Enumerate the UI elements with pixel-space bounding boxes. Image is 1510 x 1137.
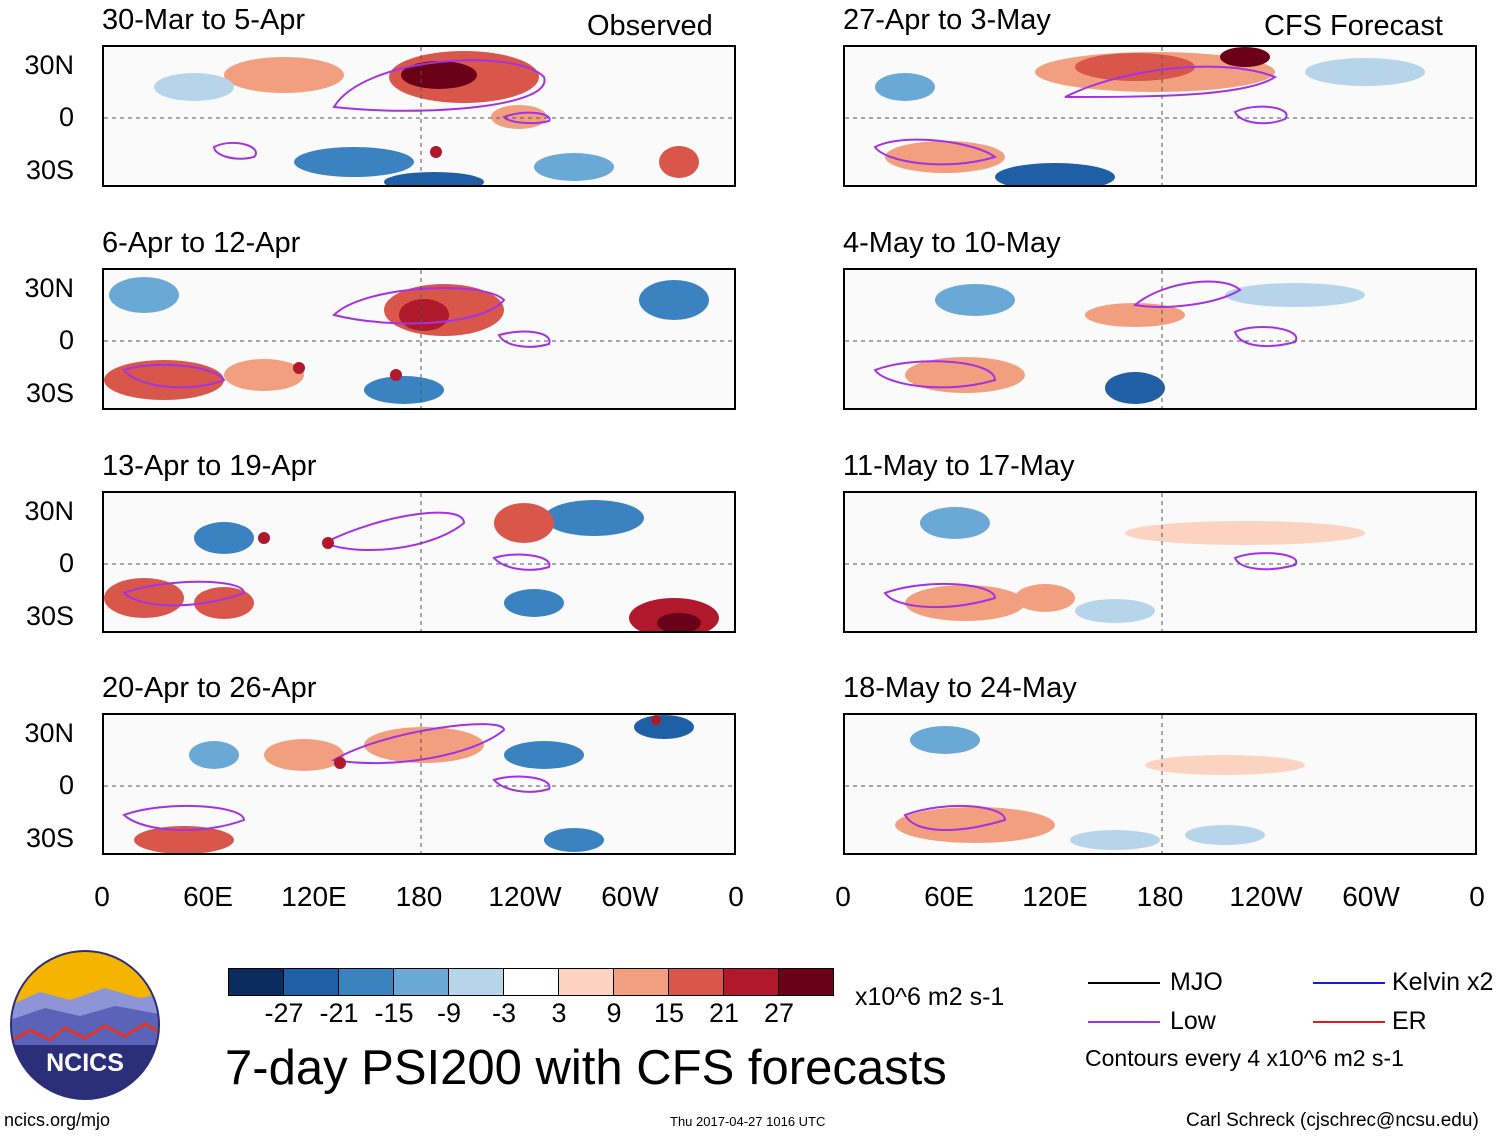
forecast-label: CFS Forecast: [1264, 10, 1443, 42]
map-panel-fc-1: [843, 45, 1477, 187]
anomaly-field: [845, 715, 1475, 853]
ylab-0-2: 0: [58, 325, 74, 355]
footer-credit: Carl Schreck (cjschrec@ncsu.edu): [1186, 1110, 1479, 1131]
map-panel-obs-1: [102, 45, 736, 187]
legend-line-low: [1088, 1021, 1160, 1023]
ylab-0-1: 0: [58, 102, 74, 132]
cb-tick-7: 15: [653, 998, 685, 1028]
anomaly-field: [845, 47, 1475, 185]
colorbar: [228, 968, 834, 996]
xlab-obs-60w: 60W: [601, 881, 659, 912]
main-title: 7-day PSI200 with CFS forecasts: [225, 1041, 947, 1095]
colorbar-swatch: [778, 969, 833, 995]
map-panel-obs-3: [102, 491, 736, 633]
xlab-fc-180: 180: [1136, 881, 1184, 912]
legend-line-kelvin: [1313, 982, 1385, 984]
map-panel-fc-3: [843, 491, 1477, 633]
panel-title-fc-1: 27-Apr to 3-May: [843, 4, 1051, 36]
ylab-30n-1: 30N: [24, 50, 74, 80]
anomaly-field: [104, 47, 734, 185]
cb-tick-9: 27: [763, 998, 795, 1028]
observed-label: Observed: [587, 10, 713, 42]
panel-title-fc-2: 4-May to 10-May: [843, 227, 1061, 259]
xlab-obs-0: 0: [94, 881, 110, 912]
xlab-fc-60e: 60E: [924, 881, 974, 912]
svg-text:NCICS: NCICS: [46, 1049, 124, 1077]
legend-line-er: [1313, 1021, 1385, 1023]
panel-title-obs-2: 6-Apr to 12-Apr: [102, 227, 301, 259]
ylab-30n-2: 30N: [24, 273, 74, 303]
anomaly-field: [845, 270, 1475, 408]
ylab-30s-1: 30S: [25, 155, 74, 185]
colorbar-swatch: [558, 969, 613, 995]
colorbar-swatch: [503, 969, 558, 995]
cb-tick-5: 3: [551, 998, 567, 1028]
legend-label-er: ER: [1392, 1007, 1427, 1035]
ylab-0-3: 0: [58, 548, 74, 578]
panel-title-obs-1: 30-Mar to 5-Apr: [102, 4, 306, 36]
xlab-fc-0: 0: [835, 881, 851, 912]
cb-tick-1: -21: [319, 998, 359, 1028]
panel-title-fc-4: 18-May to 24-May: [843, 672, 1077, 704]
legend-note: Contours every 4 x10^6 m2 s-1: [1085, 1045, 1404, 1071]
storm-icon: [334, 757, 346, 769]
colorbar-swatch: [393, 969, 448, 995]
xlab-fc-120e: 120E: [1022, 881, 1088, 912]
cb-tick-6: 9: [606, 998, 622, 1028]
storm-icon: [322, 537, 334, 549]
legend-label-low: Low: [1170, 1007, 1216, 1035]
xlab-obs-60e: 60E: [183, 881, 233, 912]
colorbar-units: x10^6 m2 s-1: [855, 983, 1005, 1011]
colorbar-swatch: [668, 969, 723, 995]
anomaly-field: [845, 493, 1475, 631]
colorbar-swatch: [338, 969, 393, 995]
colorbar-swatch: [448, 969, 503, 995]
panel-title-obs-4: 20-Apr to 26-Apr: [102, 672, 317, 704]
storm-icon: [258, 532, 270, 544]
xlab-obs-120e: 120E: [281, 881, 347, 912]
storm-icon: [651, 715, 661, 725]
colorbar-swatch: [613, 969, 668, 995]
ylab-30n-4: 30N: [24, 718, 74, 748]
footer-timestamp: Thu 2017-04-27 1016 UTC: [670, 1114, 826, 1129]
cb-tick-4: -3: [491, 998, 516, 1028]
ylab-30s-4: 30S: [25, 823, 74, 853]
map-panel-fc-4: [843, 713, 1477, 855]
ylab-30s-2: 30S: [25, 378, 74, 408]
legend-label-kelvin: Kelvin x2: [1392, 968, 1494, 996]
xlab-fc-60w: 60W: [1342, 881, 1400, 912]
legend-line-mjo: [1088, 982, 1160, 984]
ylab-0-4: 0: [58, 770, 74, 800]
storm-icon: [390, 369, 402, 381]
ylab-30s-3: 30S: [25, 601, 74, 631]
storm-icon: [430, 146, 442, 158]
xlab-obs-0-end: 0: [728, 881, 744, 912]
footer-url[interactable]: ncics.org/mjo: [4, 1110, 111, 1130]
anomaly-field: [104, 493, 734, 631]
colorbar-swatch: [723, 969, 778, 995]
colorbar-swatch: [283, 969, 338, 995]
ncics-logo: NCICS: [10, 950, 160, 1100]
panel-title-obs-3: 13-Apr to 19-Apr: [102, 450, 317, 482]
xlab-obs-180: 180: [395, 881, 443, 912]
xlab-fc-120w: 120W: [1229, 881, 1303, 912]
ylab-30n-3: 30N: [24, 496, 74, 526]
cb-tick-0: -27: [264, 998, 304, 1028]
anomaly-field: [104, 715, 734, 853]
xlab-fc-0-end: 0: [1469, 881, 1485, 912]
cb-tick-3: -9: [436, 998, 461, 1028]
map-panel-fc-2: [843, 268, 1477, 410]
map-panel-obs-4: [102, 713, 736, 855]
storm-icon: [293, 362, 305, 374]
legend-label-mjo: MJO: [1170, 968, 1223, 996]
anomaly-field: [104, 270, 734, 408]
cb-tick-8: 21: [708, 998, 740, 1028]
xlab-obs-120w: 120W: [488, 881, 562, 912]
panel-title-fc-3: 11-May to 17-May: [843, 450, 1075, 482]
map-panel-obs-2: [102, 268, 736, 410]
colorbar-swatch: [229, 969, 283, 995]
cb-tick-2: -15: [374, 998, 414, 1028]
